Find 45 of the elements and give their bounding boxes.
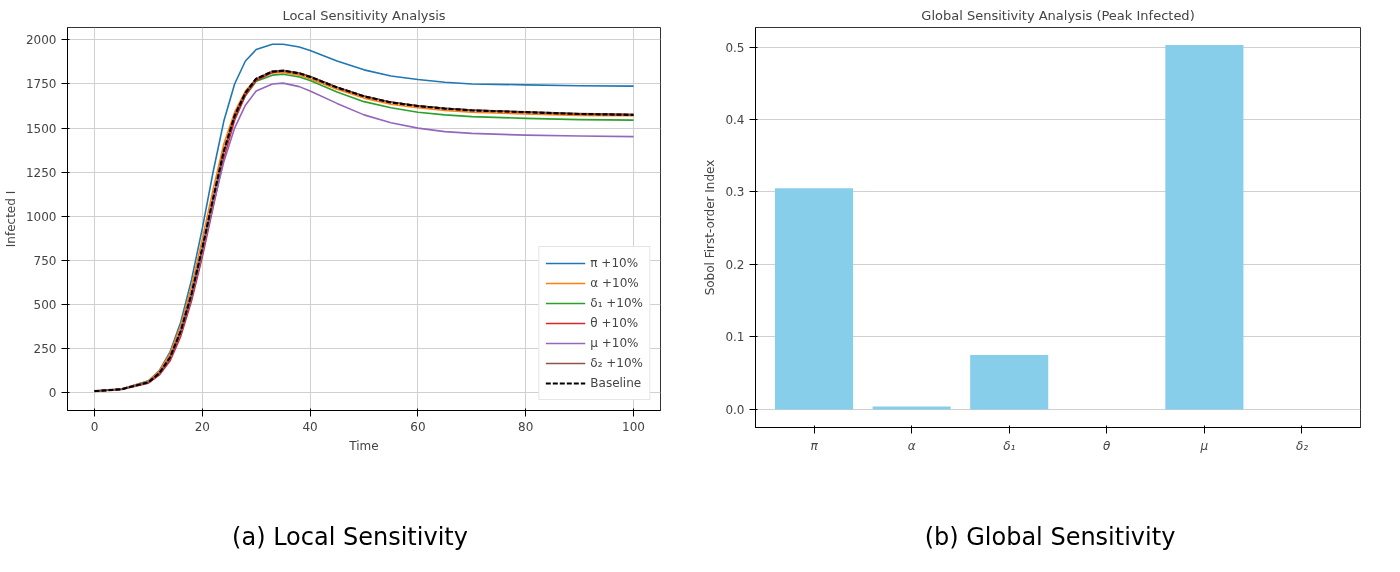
legend-label: α +10% (590, 276, 639, 290)
x-tick-label: μ (1199, 438, 1209, 453)
y-tick-label: 0.2 (725, 257, 745, 272)
x-tick-label: 0 (90, 419, 99, 434)
x-tick-label: 100 (622, 419, 645, 434)
legend-label: δ₁ +10% (590, 296, 643, 310)
x-axis-title: Time (348, 438, 379, 453)
x-tick-label: α (907, 438, 916, 453)
bar (872, 406, 951, 410)
bar (775, 188, 854, 410)
x-tick-label: δ₁ (1003, 438, 1016, 453)
y-tick-label: 500 (33, 298, 57, 313)
x-tick-label: 20 (194, 419, 210, 434)
chart-title: Local Sensitivity Analysis (282, 7, 446, 23)
legend-label: π +10% (590, 256, 639, 270)
y-axis-title: Sobol First-order Index (703, 159, 718, 296)
x-tick-label: 60 (410, 419, 426, 434)
y-tick-label: 750 (33, 253, 57, 268)
y-tick-label: 1250 (25, 165, 57, 180)
x-tick-label: π (810, 438, 819, 453)
y-tick-label: 1000 (25, 209, 57, 224)
x-tick-label: 40 (302, 419, 318, 434)
y-tick-label: 250 (33, 342, 57, 357)
y-tick-label: 1750 (25, 77, 57, 92)
y-tick-label: 0.4 (725, 113, 745, 128)
y-tick-label: 0.0 (725, 402, 745, 417)
y-axis-title: Infected I (3, 190, 18, 248)
text: (a) Local Sensitivity (232, 522, 468, 553)
x-tick-label: θ (1103, 438, 1112, 453)
legend-label: μ +10% (590, 336, 639, 350)
bar (1165, 44, 1244, 410)
text: (b) Global Sensitivity (924, 522, 1176, 553)
chart-title: Global Sensitivity Analysis (Peak Infected) (921, 7, 1195, 23)
legend-label: δ₂ +10% (590, 356, 643, 370)
y-tick-label: 0.5 (725, 40, 745, 55)
y-tick-label: 0.3 (725, 185, 745, 200)
legend-label: θ +10% (590, 316, 639, 330)
legend-label: Baseline (590, 376, 642, 390)
x-tick-label: 80 (518, 419, 534, 434)
y-tick-label: 0 (48, 386, 57, 401)
y-tick-label: 2000 (25, 33, 57, 48)
y-tick-label: 1500 (25, 121, 57, 136)
y-tick-label: 0.1 (725, 330, 745, 345)
x-tick-label: δ₂ (1295, 438, 1309, 453)
bar (970, 355, 1049, 410)
